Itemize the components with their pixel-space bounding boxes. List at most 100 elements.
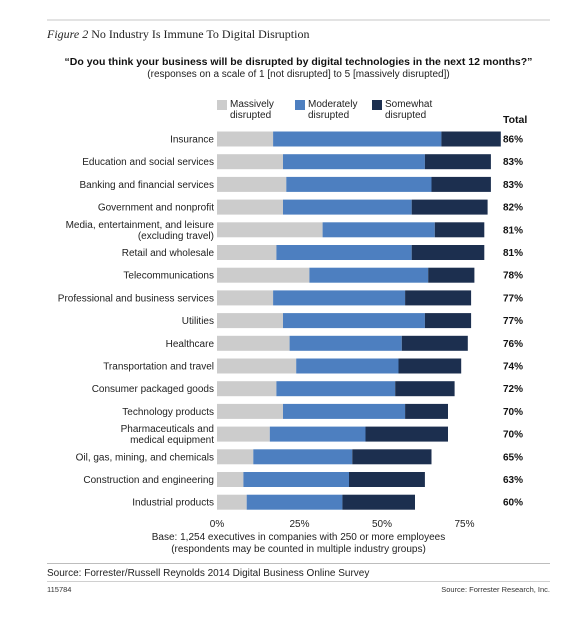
total-label: 81%	[503, 225, 523, 236]
bar-segment-2	[243, 472, 349, 487]
total-label: 77%	[503, 316, 523, 327]
total-label: 72%	[503, 384, 523, 395]
bar-segment-2	[283, 199, 412, 215]
bar-segment-1	[217, 222, 323, 238]
total-label: 86%	[503, 135, 523, 146]
stacked-bar-chart: MassivelydisruptedModeratelydisruptedSom…	[58, 99, 528, 530]
category-label: Consumer packaged goods	[92, 384, 214, 395]
total-label: 70%	[503, 407, 523, 418]
bar-segment-3	[405, 403, 448, 419]
bar-segment-3	[424, 313, 472, 329]
total-label: 77%	[503, 293, 523, 304]
bar-segment-2	[296, 358, 399, 374]
legend-label-3: Somewhat	[385, 99, 432, 110]
category-label: (excluding travel)	[138, 231, 214, 242]
bar-segment-1	[217, 245, 277, 260]
bar-segment-1	[217, 472, 244, 487]
bar-segment-2	[276, 381, 396, 397]
publisher-source: Source: Forrester Research, Inc.	[441, 585, 550, 594]
bar-segment-3	[428, 267, 475, 283]
source-divider	[47, 563, 550, 564]
bar-segment-3	[431, 176, 491, 192]
bar-segment-3	[349, 472, 425, 487]
bar-segment-1	[217, 290, 274, 306]
bar-segment-1	[217, 267, 310, 283]
legend-label-1: disrupted	[230, 110, 271, 121]
legend-swatch-2	[295, 100, 305, 110]
bar-segment-3	[395, 381, 455, 397]
bar-segment-2	[273, 131, 442, 147]
total-label: 63%	[503, 475, 523, 486]
bar-segment-3	[398, 358, 462, 374]
x-tick-label: 0%	[210, 519, 225, 530]
total-label: 74%	[503, 362, 523, 373]
legend-label-2: disrupted	[308, 110, 349, 121]
bar-segment-1	[217, 449, 254, 465]
total-label: 65%	[503, 452, 523, 463]
bar-segment-3	[365, 426, 448, 442]
bar-segment-3	[411, 199, 488, 215]
bar-segment-2	[253, 449, 353, 465]
total-label: 60%	[503, 498, 523, 509]
bar-segment-3	[434, 222, 485, 238]
total-label: 81%	[503, 248, 523, 259]
total-label: 83%	[503, 157, 523, 168]
bar-segment-1	[217, 313, 283, 329]
top-rule	[47, 19, 550, 21]
category-label: Construction and engineering	[83, 475, 214, 486]
bar-segment-1	[217, 494, 247, 510]
category-label: Education and social services	[82, 157, 214, 168]
bar-segment-2	[276, 245, 412, 260]
category-label: Telecommunications	[123, 271, 214, 282]
category-label: Insurance	[170, 135, 214, 146]
category-label: Government and nonprofit	[98, 203, 214, 214]
category-label: Industrial products	[132, 498, 214, 509]
base-line-2: (respondents may be counted in multiple …	[171, 544, 426, 555]
category-label: Pharmaceuticals and	[121, 424, 214, 435]
bar-segment-2	[283, 313, 425, 329]
total-label: 76%	[503, 339, 523, 350]
bar-segment-1	[217, 358, 297, 374]
figure-id: 115784	[47, 585, 72, 594]
base-note: Base: 1,254 executives in companies with…	[47, 532, 550, 556]
survey-source: Source: Forrester/Russell Reynolds 2014 …	[47, 568, 370, 579]
x-tick-label: 25%	[289, 519, 309, 530]
category-label: Professional and business services	[58, 293, 214, 304]
figure-label: Figure 2	[47, 27, 89, 41]
bar-segment-2	[309, 267, 429, 283]
bar-segment-2	[289, 335, 402, 351]
bar-segment-2	[273, 290, 406, 306]
category-label: Retail and wholesale	[122, 248, 215, 259]
bar-segment-2	[286, 176, 432, 192]
bar-segment-3	[411, 245, 485, 260]
bar-segment-3	[405, 290, 472, 306]
bar-segment-1	[217, 381, 277, 397]
x-tick-label: 50%	[372, 519, 392, 530]
category-label: Media, entertainment, and leisure	[66, 220, 215, 231]
category-label: Banking and financial services	[79, 180, 214, 191]
category-label: Technology products	[122, 407, 214, 418]
category-label: Oil, gas, mining, and chemicals	[76, 452, 214, 463]
scale-note: (responses on a scale of 1 [not disrupte…	[147, 69, 450, 80]
bar-segment-2	[246, 494, 343, 510]
bar-segment-2	[322, 222, 435, 238]
legend-label-2: Moderately	[308, 99, 357, 110]
footer-divider	[47, 581, 550, 582]
bar-segment-2	[283, 154, 425, 170]
total-label: 78%	[503, 271, 523, 282]
total-label: 70%	[503, 430, 523, 441]
x-tick-label: 75%	[454, 519, 474, 530]
bar-segment-1	[217, 176, 287, 192]
bar-segment-1	[217, 131, 274, 147]
bar-segment-3	[352, 449, 432, 465]
totals-header: Total	[503, 114, 527, 126]
base-line-1: Base: 1,254 executives in companies with…	[151, 532, 446, 543]
bar-segment-3	[424, 154, 491, 170]
total-label: 83%	[503, 180, 523, 191]
bar-segment-3	[441, 131, 501, 147]
bar-segment-1	[217, 154, 283, 170]
category-label: medical equipment	[130, 435, 214, 446]
bar-segment-1	[217, 199, 283, 215]
total-label: 82%	[503, 203, 523, 214]
figure-title: Figure 2 No Industry Is Immune To Digita…	[47, 27, 550, 42]
